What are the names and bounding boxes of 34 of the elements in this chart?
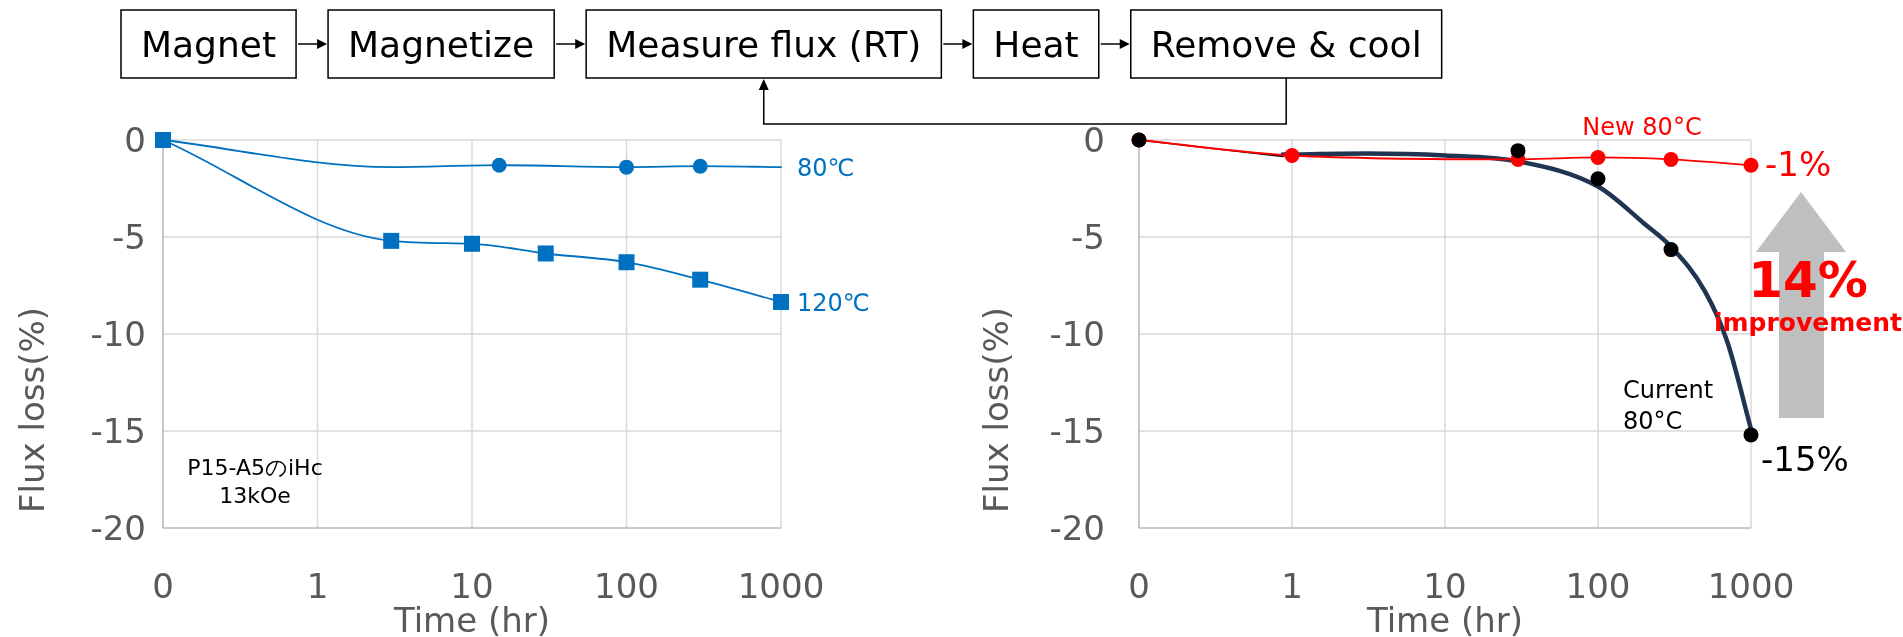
text: Remove & cool xyxy=(1150,24,1422,65)
series-label: 120℃ xyxy=(797,288,870,317)
y-tick-label: -20 xyxy=(90,508,146,548)
x-tick-label: 0 xyxy=(1128,566,1150,606)
y-tick-label: -20 xyxy=(1049,508,1105,548)
annotation: -1% xyxy=(1765,144,1832,185)
y-tick-label: -10 xyxy=(90,314,146,354)
series-label: New 80°C xyxy=(1582,113,1702,142)
text: Measure flux (RT) xyxy=(606,24,922,65)
y-tick-label: 0 xyxy=(1083,120,1105,160)
y-tick-label: -15 xyxy=(90,411,146,451)
x-tick-label: 100 xyxy=(594,566,659,606)
x-tick-label: 1000 xyxy=(1707,566,1795,606)
y-axis-title: Flux loss(%) xyxy=(976,307,1016,513)
x-tick-label: 1 xyxy=(306,566,329,606)
annotation: P15-A5のiHc xyxy=(187,455,323,480)
text: Magnetize xyxy=(348,24,535,65)
y-tick-label: -10 xyxy=(1049,314,1105,354)
annotation: 14% xyxy=(1748,251,1868,309)
y-axis-title: Flux loss(%) xyxy=(12,307,52,513)
annotation: -15% xyxy=(1761,438,1849,479)
y-tick-label: -15 xyxy=(1049,411,1105,451)
series-label: Current 80°C xyxy=(1623,375,1714,436)
x-tick-label: 1 xyxy=(1281,566,1303,606)
x-tick-label: 0 xyxy=(152,566,174,606)
y-tick-label: -5 xyxy=(1071,217,1105,257)
y-tick-label: -5 xyxy=(112,217,146,257)
text: Heat xyxy=(993,24,1079,65)
x-tick-label: 1000 xyxy=(737,566,825,606)
series-label: 80℃ xyxy=(797,154,855,183)
x-tick-label: 100 xyxy=(1565,566,1631,606)
text: Magnet xyxy=(141,24,277,65)
annotation: 13kOe xyxy=(219,483,291,508)
y-tick-label: 0 xyxy=(124,120,146,160)
